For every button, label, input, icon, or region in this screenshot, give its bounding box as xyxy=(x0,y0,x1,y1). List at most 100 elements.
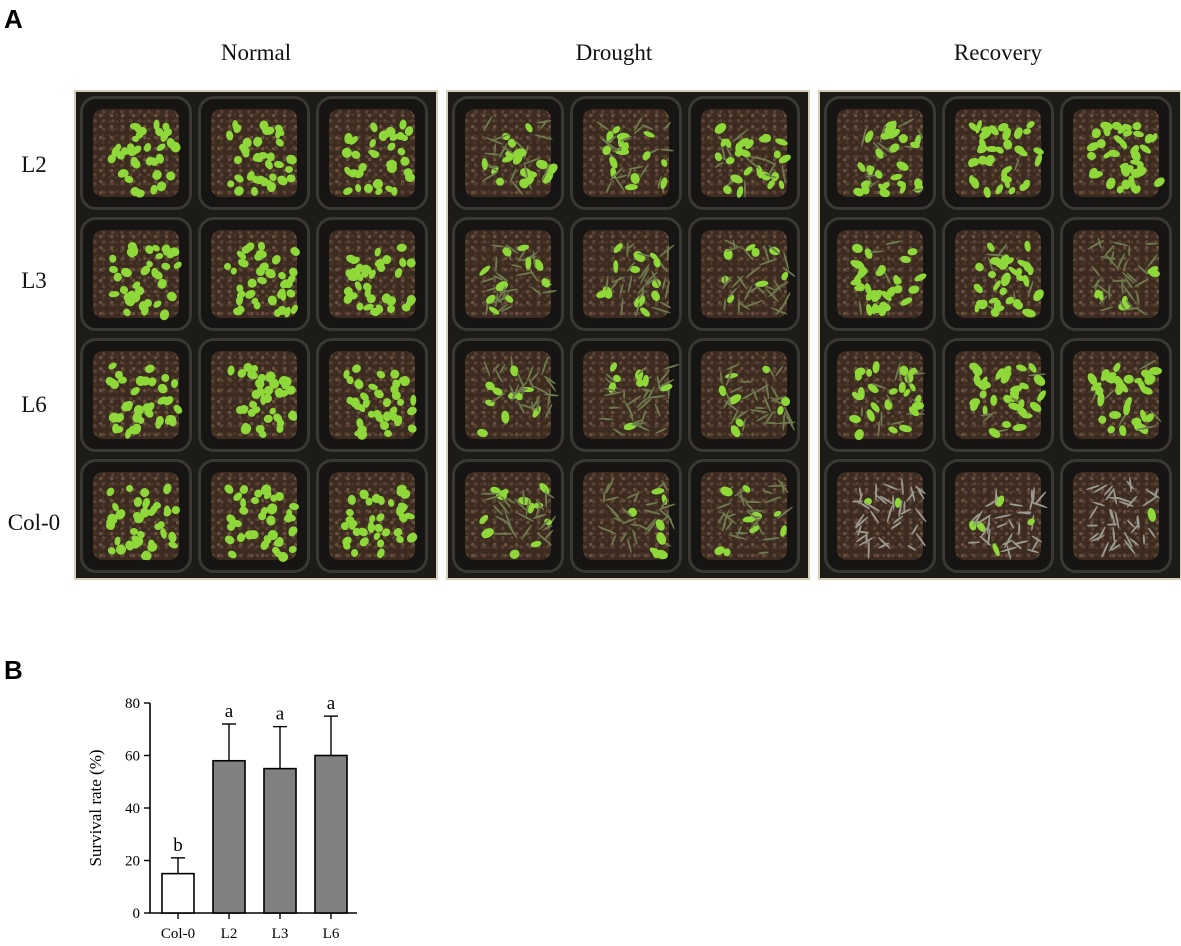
soil xyxy=(329,472,420,560)
pot-l6-2 xyxy=(570,338,682,452)
seedling-leaf xyxy=(990,257,1002,266)
soil xyxy=(583,351,680,439)
y-tick-label: 40 xyxy=(125,801,140,817)
pot-l2-2 xyxy=(942,96,1054,210)
pot-l3-3 xyxy=(688,217,800,331)
soil xyxy=(1073,109,1167,197)
soil xyxy=(837,351,926,441)
pot-col-0-2 xyxy=(570,459,682,573)
pot-col-0-1 xyxy=(80,459,192,573)
photo-panel-drought xyxy=(446,90,810,580)
pot-l6-3 xyxy=(688,338,800,452)
soil xyxy=(465,109,560,197)
row-label-col0: Col-0 xyxy=(7,510,61,535)
soil xyxy=(329,109,416,197)
soil xyxy=(329,230,418,318)
soil xyxy=(1073,351,1163,439)
pot-l2-1 xyxy=(452,96,564,210)
pot-l6-1 xyxy=(824,338,936,452)
soil xyxy=(465,351,559,439)
pot-l6-3 xyxy=(316,338,428,452)
pot-l2-1 xyxy=(80,96,192,210)
pot-l2-2 xyxy=(198,96,310,210)
soil xyxy=(583,472,676,561)
pot-l2-3 xyxy=(688,96,800,210)
bar-l3 xyxy=(263,767,297,914)
pot-l6-1 xyxy=(80,338,192,452)
pot-l3-1 xyxy=(80,217,192,331)
x-tick-label-l2: L2 xyxy=(221,926,238,942)
soil xyxy=(955,230,1046,319)
soil xyxy=(211,230,302,319)
pot-col-0-1 xyxy=(824,459,936,573)
soil xyxy=(955,472,1049,560)
significance-label-l6: a xyxy=(327,693,336,714)
condition-title-drought: Drought xyxy=(575,40,653,65)
soil xyxy=(955,351,1048,440)
soil xyxy=(837,109,925,199)
soil xyxy=(701,351,797,440)
significance-label-l3: a xyxy=(276,704,285,725)
soil xyxy=(93,109,183,199)
pot-l6-2 xyxy=(198,338,310,452)
significance-label-col-0: b xyxy=(173,835,183,856)
soil xyxy=(837,230,928,318)
x-tick-label-col-0: Col-0 xyxy=(161,926,195,942)
x-tick-label-l3: L3 xyxy=(272,926,289,942)
pot-l3-1 xyxy=(452,217,564,331)
pot-col-0-3 xyxy=(316,459,428,573)
y-tick-label: 60 xyxy=(125,749,140,765)
pot-l6-3 xyxy=(1060,338,1172,452)
y-tick-label: 80 xyxy=(125,696,140,712)
pot-l6-2 xyxy=(942,338,1054,452)
pot-col-0-3 xyxy=(1060,459,1172,573)
pot-l3-2 xyxy=(942,217,1054,331)
pot-l6-1 xyxy=(452,338,564,452)
soil xyxy=(837,472,927,560)
soil xyxy=(1073,230,1161,318)
y-axis-title: Survival rate (%) xyxy=(86,749,105,866)
y-tick-label: 20 xyxy=(125,854,140,870)
row-label-l2: L2 xyxy=(21,152,47,177)
photo-panel-normal xyxy=(74,90,438,580)
soil xyxy=(211,109,299,198)
soil xyxy=(329,351,419,442)
pot-l3-3 xyxy=(1060,217,1172,331)
soil xyxy=(93,351,184,439)
pot-col-0-1 xyxy=(452,459,564,573)
soil xyxy=(701,230,796,318)
soil xyxy=(583,230,676,319)
bar-l6 xyxy=(314,754,348,914)
x-tick-label-l6: L6 xyxy=(323,926,340,942)
condition-title-recovery: Recovery xyxy=(953,40,1043,65)
row-label-l3: L3 xyxy=(21,268,47,293)
row-label-l6: L6 xyxy=(21,392,47,417)
pot-l2-1 xyxy=(824,96,936,210)
pot-l3-2 xyxy=(570,217,682,331)
significance-label-l2: a xyxy=(225,701,234,722)
panel-letter-b: B xyxy=(4,655,23,685)
y-tick-label: 0 xyxy=(133,906,141,922)
pot-l2-3 xyxy=(1060,96,1172,210)
soil xyxy=(93,472,181,563)
pot-l3-2 xyxy=(198,217,310,331)
bar-col-0 xyxy=(161,872,195,914)
condition-title-normal: Normal xyxy=(220,40,292,65)
soil xyxy=(1073,472,1161,560)
pot-col-0-2 xyxy=(198,459,310,573)
pot-col-0-3 xyxy=(688,459,800,573)
soil xyxy=(955,109,1045,198)
soil xyxy=(465,230,558,318)
soil xyxy=(701,472,794,560)
pot-l2-3 xyxy=(316,96,428,210)
soil xyxy=(211,351,299,440)
pot-col-0-2 xyxy=(942,459,1054,573)
panel-letter-a: A xyxy=(4,4,23,34)
soil xyxy=(465,472,557,561)
soil xyxy=(701,109,793,199)
pot-l3-3 xyxy=(316,217,428,331)
bar-l2 xyxy=(212,759,246,914)
pot-l3-1 xyxy=(824,217,936,331)
pot-l2-2 xyxy=(570,96,682,210)
